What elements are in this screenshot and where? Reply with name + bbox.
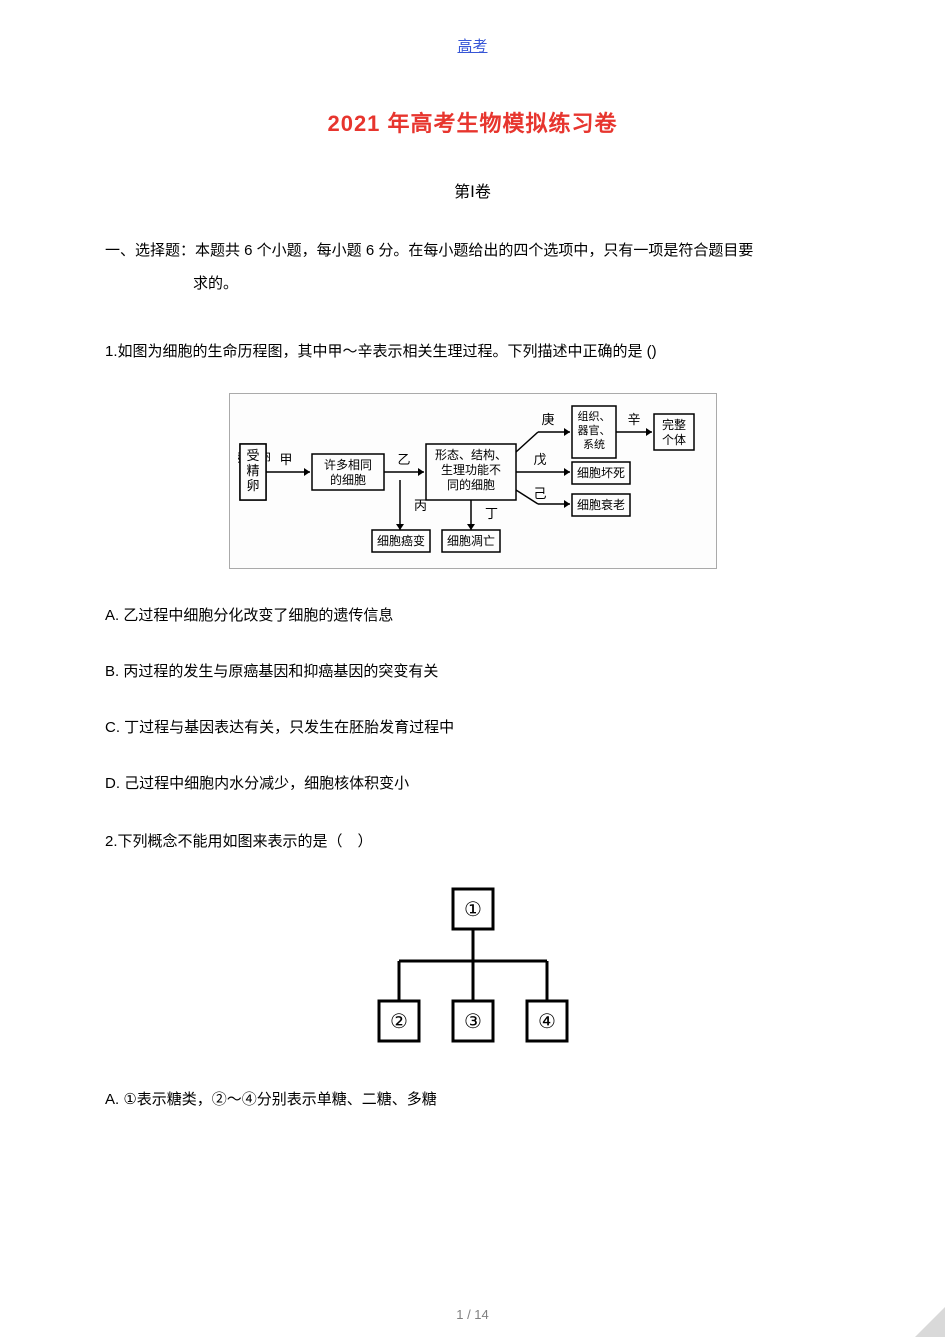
q1-diagram-container: 受精卵 受 精 卵 甲 许多相同 的细胞 乙 xyxy=(105,393,840,574)
q1-option-a: A. 乙过程中细胞分化改变了细胞的遗传信息 xyxy=(105,604,840,628)
label-ding: 丁 xyxy=(485,506,498,521)
section-title: 第Ⅰ卷 xyxy=(105,178,840,202)
box-apop: 细胞凋亡 xyxy=(446,534,494,548)
svg-text:生理功能不: 生理功能不 xyxy=(440,463,500,477)
instruction-text: 一、选择题：本题共 6 个小题，每小题 6 分。在每小题给出的四个选项中，只有一… xyxy=(105,234,840,300)
main-title: 2021 年高考生物模拟练习卷 xyxy=(105,106,840,138)
label-jia: 甲 xyxy=(279,452,292,467)
page-footer: 1 / 14 xyxy=(0,1307,945,1322)
box-necro: 细胞坏死 xyxy=(576,466,624,480)
label-xin: 辛 xyxy=(627,412,640,427)
q1-option-b: B. 丙过程的发生与原癌基因和抑癌基因的突变有关 xyxy=(105,660,840,684)
svg-text:的细胞: 的细胞 xyxy=(329,472,365,487)
node-2: ② xyxy=(390,1011,408,1033)
q1-text: 1.如图为细胞的生命历程图，其中甲～辛表示相关生理过程。下列描述中正确的是 () xyxy=(105,338,840,365)
svg-text:个体: 个体 xyxy=(661,433,685,447)
label-ji: 己 xyxy=(533,486,546,501)
q1-option-c: C. 丁过程与基因表达有关，只发生在胚胎发育过程中 xyxy=(105,716,840,740)
q1-diagram: 受精卵 受 精 卵 甲 许多相同 的细胞 乙 xyxy=(229,393,717,569)
node-4: ④ xyxy=(538,1011,556,1033)
svg-text:形态、结构、: 形态、结构、 xyxy=(434,447,506,462)
svg-text:器官、: 器官、 xyxy=(577,423,610,437)
svg-text:同的细胞: 同的细胞 xyxy=(446,477,494,492)
label-bing: 丙 xyxy=(414,498,427,513)
q2-text: 2.下列概念不能用如图来表示的是（ ） xyxy=(105,828,840,855)
svg-text:组织、: 组织、 xyxy=(577,409,610,423)
node-3: ③ xyxy=(464,1011,482,1033)
svg-text:卵: 卵 xyxy=(246,478,259,493)
label-wu: 戊 xyxy=(533,452,546,467)
node-1: ① xyxy=(464,899,482,921)
svg-text:系统: 系统 xyxy=(583,438,605,451)
svg-text:许多相同: 许多相同 xyxy=(323,458,371,472)
svg-text:精: 精 xyxy=(246,463,259,478)
concept-tree-diagram: ① ② ③ ④ xyxy=(358,883,588,1053)
gaokao-link[interactable]: 高考 xyxy=(457,38,487,55)
page-container: 高考 2021 年高考生物模拟练习卷 第Ⅰ卷 一、选择题：本题共 6 个小题，每… xyxy=(0,0,945,1337)
box-cancer: 细胞癌变 xyxy=(376,533,424,548)
page-corner-fold xyxy=(915,1307,945,1337)
label-geng: 庚 xyxy=(541,412,554,427)
instruction-line1: 一、选择题：本题共 6 个小题，每小题 6 分。在每小题给出的四个选项中，只有一… xyxy=(105,242,753,259)
q2-diagram: ① ② ③ ④ xyxy=(358,883,588,1058)
q2-option-a: A. ①表示糖类，②～④分别表示单糖、二糖、多糖 xyxy=(105,1088,840,1112)
instruction-line2: 求的。 xyxy=(193,267,840,300)
header-link-container: 高考 xyxy=(105,35,840,56)
svg-text:完整: 完整 xyxy=(661,417,685,432)
q2-diagram-container: ① ② ③ ④ xyxy=(105,883,840,1058)
box-aging: 细胞衰老 xyxy=(576,497,624,512)
cell-lifecycle-diagram: 受精卵 受 精 卵 甲 许多相同 的细胞 乙 xyxy=(238,402,708,560)
label-yi: 乙 xyxy=(397,452,410,467)
q1-option-d: D. 己过程中细胞内水分减少，细胞核体积变小 xyxy=(105,772,840,796)
svg-text:受: 受 xyxy=(246,448,259,463)
